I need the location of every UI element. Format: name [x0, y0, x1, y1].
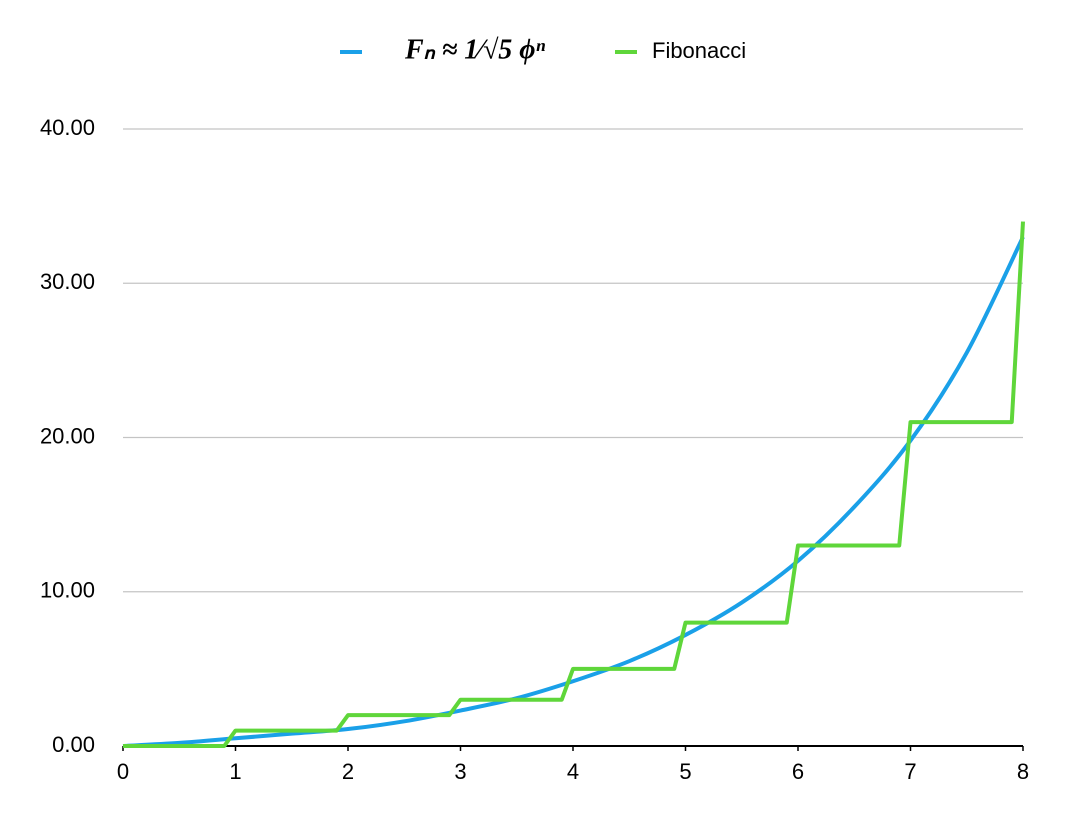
x-tick-label: 6 [792, 759, 804, 784]
x-tick-label: 3 [454, 759, 466, 784]
x-tick-label: 7 [904, 759, 916, 784]
y-tick-label: 20.00 [40, 423, 95, 448]
x-tick-label: 5 [679, 759, 691, 784]
y-tick-label: 0.00 [52, 732, 95, 757]
x-tick-label: 1 [229, 759, 241, 784]
legend-label: Fibonacci [652, 38, 746, 63]
series-line [123, 221, 1025, 748]
x-tick-label: 0 [117, 759, 129, 784]
y-tick-label: 40.00 [40, 115, 95, 140]
legend-label: Fₙ ≈ 1⁄√5 ϕⁿ [404, 34, 545, 65]
y-tick-label: 30.00 [40, 269, 95, 294]
x-tick-label: 2 [342, 759, 354, 784]
x-tick-label: 4 [567, 759, 579, 784]
x-tick-label: 8 [1017, 759, 1029, 784]
y-tick-label: 10.00 [40, 578, 95, 603]
